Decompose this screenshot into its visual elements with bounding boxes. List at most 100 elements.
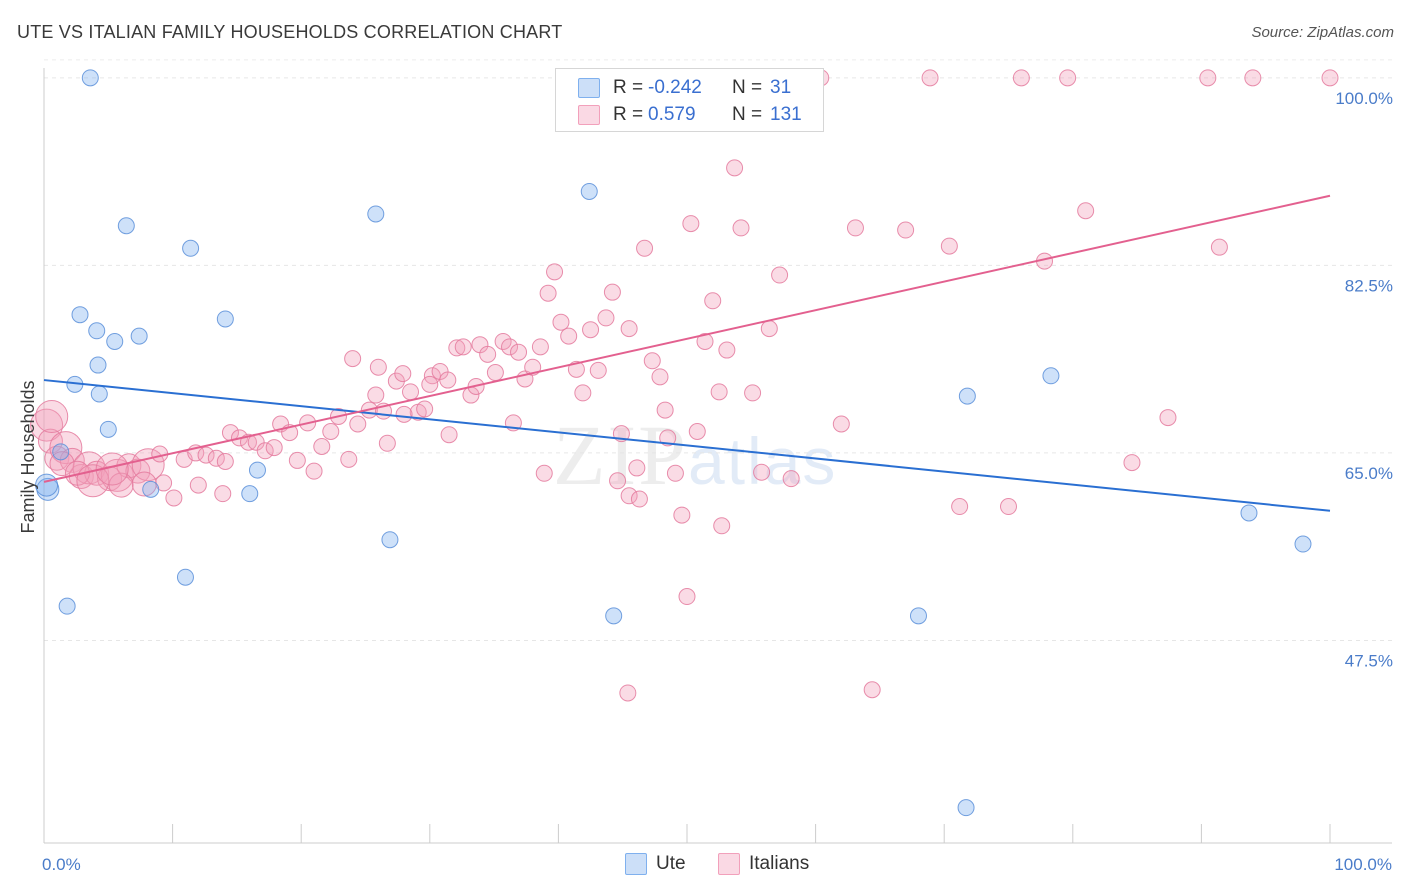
- axes: [43, 68, 1392, 844]
- italians-point: [589, 361, 607, 379]
- italians-point: [214, 485, 232, 503]
- italians-point: [539, 284, 557, 302]
- italians-point: [744, 384, 762, 402]
- ute-point: [35, 473, 59, 497]
- ute-point: [176, 568, 194, 586]
- italians-point: [1077, 202, 1095, 220]
- italians-point: [416, 400, 434, 418]
- ute-legend-swatch: [625, 853, 647, 875]
- italians-point: [510, 343, 528, 361]
- italians-point: [367, 386, 385, 404]
- ute-point: [1240, 504, 1258, 522]
- ute-point: [1042, 367, 1060, 385]
- italians-point: [704, 292, 722, 310]
- italians-point: [1210, 238, 1228, 256]
- italians-point: [448, 339, 466, 357]
- ute-point: [58, 597, 76, 615]
- italians-swatch: [578, 105, 600, 125]
- italians-point: [486, 364, 504, 382]
- ute-point: [241, 485, 259, 503]
- ute-point: [605, 607, 623, 625]
- italians-point: [265, 439, 283, 457]
- italians-point: [35, 399, 69, 433]
- italians-point: [760, 320, 778, 338]
- italians-point: [1244, 69, 1262, 87]
- source-label: Source: ZipAtlas.com: [1251, 24, 1394, 41]
- italians-trend-line: [43, 194, 1331, 483]
- ute-point: [142, 480, 160, 498]
- italians-point: [501, 338, 519, 356]
- italians-point: [897, 221, 915, 239]
- r-value: -0.242: [648, 77, 702, 98]
- italians-point: [535, 464, 553, 482]
- italians-point: [863, 681, 881, 699]
- italians-point: [659, 429, 677, 447]
- italians-point: [726, 159, 744, 177]
- axis-labels: 100.0% 82.5% 65.0% 47.5% 0.0% 100.0% Family Ho…: [18, 89, 1393, 874]
- ute-point: [106, 332, 124, 350]
- italians-point: [574, 384, 592, 402]
- legend-row-italians: R = 0.579 N = 131: [556, 102, 823, 128]
- r-label: R =: [613, 77, 644, 98]
- y-tick-label: 82.5%: [1345, 276, 1393, 295]
- italians-point: [666, 464, 684, 482]
- n-value: 31: [770, 77, 792, 98]
- italians-points: [30, 69, 1339, 702]
- italians-point: [753, 463, 771, 481]
- italians-point: [395, 405, 413, 423]
- italians-point: [846, 219, 864, 237]
- italians-point: [189, 476, 207, 494]
- ute-point: [381, 531, 399, 549]
- italians-point: [1321, 69, 1339, 87]
- ute-point: [580, 182, 598, 200]
- italians-point: [1059, 69, 1077, 87]
- ute-point: [52, 443, 70, 461]
- y-tick-label: 100.0%: [1335, 89, 1393, 108]
- ute-trend-line: [43, 379, 1331, 512]
- italians-point: [322, 422, 340, 440]
- italians-point: [421, 375, 439, 393]
- italians-point: [479, 345, 497, 363]
- italians-point: [1159, 409, 1177, 427]
- ute-legend-label: Ute: [656, 853, 686, 874]
- watermark-zip: ZIP: [553, 407, 688, 503]
- italians-point: [207, 449, 225, 467]
- italians-point: [349, 415, 367, 433]
- italians-point: [832, 415, 850, 433]
- correlation-legend: R = -0.242 N = 31 R = 0.579 N = 131: [555, 68, 824, 132]
- italians-point: [628, 459, 646, 477]
- italians-point: [59, 447, 85, 473]
- italians-point: [402, 383, 420, 401]
- italians-point: [710, 383, 728, 401]
- x-tick-label: 0.0%: [42, 855, 81, 874]
- italians-point: [1199, 69, 1217, 87]
- ute-point: [71, 306, 89, 324]
- italians-point: [1012, 69, 1030, 87]
- italians-point: [619, 684, 637, 702]
- italians-point: [344, 350, 362, 368]
- series-legend: Ute Italians: [0, 852, 1406, 878]
- italians-point: [951, 498, 969, 516]
- n-label: N =: [732, 77, 763, 98]
- y-tick-label: 65.0%: [1345, 464, 1393, 483]
- italians-legend-label: Italians: [749, 853, 810, 874]
- italians-point: [560, 327, 578, 345]
- italians-point: [678, 588, 696, 606]
- ute-point: [182, 239, 200, 257]
- italians-point: [696, 332, 714, 350]
- italians-point: [49, 451, 75, 477]
- watermark: ZIPatlas: [553, 405, 837, 505]
- italians-point: [771, 266, 789, 284]
- r-label: R =: [613, 104, 644, 125]
- ute-point: [909, 607, 927, 625]
- ute-swatch: [578, 78, 600, 98]
- italians-point: [369, 358, 387, 376]
- italians-point: [567, 360, 585, 378]
- italians-point: [620, 487, 638, 505]
- italians-point: [673, 506, 691, 524]
- trend-lines: [43, 194, 1331, 512]
- italians-point: [546, 263, 564, 281]
- italians-point: [216, 453, 234, 471]
- n-label: N =: [732, 104, 763, 125]
- italians-point: [718, 341, 736, 359]
